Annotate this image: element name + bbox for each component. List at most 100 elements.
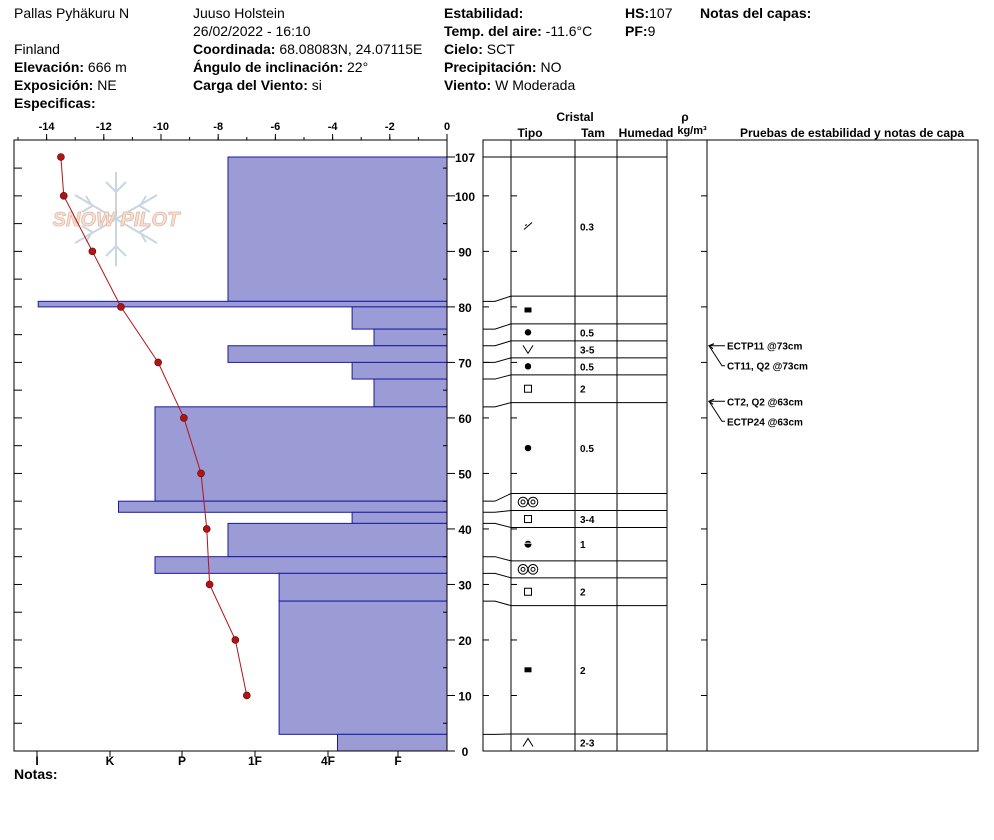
ice-inner-ring-7-1 [530,499,536,505]
layer-notes-row: Notas del capas: [700,4,811,22]
specifics-row: Especificas: [14,94,96,112]
precip-row: Precipitación: NO [444,58,561,76]
coords-row: Coordinada: 68.08083N, 24.07115E [193,40,422,58]
observer: Juuso Holstein [193,5,285,21]
location-name: Pallas Pyhäkuru N [14,5,130,21]
ice-outer-ring-10-1 [527,564,539,575]
hardness-tick-label-4: 4F [321,754,335,768]
layer-size-8: 3-4 [580,515,595,526]
hs-value: 107 [649,5,673,21]
pf-value: 9 [647,23,656,39]
temp-tick-label-5: -4 [328,121,339,133]
hardness-bar-13 [278,600,448,735]
layer-type-faceted-icon-8 [524,515,532,524]
temperature-point-1 [59,192,68,200]
coords-label: Coordinada: [193,41,276,57]
layer-connector-4 [483,374,512,380]
notes-label: Notas: [14,766,58,782]
hardness-bar-11 [154,556,448,574]
hardness-bar-7 [154,406,448,502]
hardness-bar-14 [337,733,448,752]
layer-notes-label: Notas del capas: [700,5,812,21]
pf-label: PF: [625,23,648,39]
temperature-point-6 [197,469,205,478]
notes-row: Notas: [14,765,58,783]
sky-row: Cielo: SCT [444,40,515,58]
temp-tick-label-7: 0 [444,121,450,133]
layer-connector-9 [483,556,512,562]
temperature-point-3 [117,303,125,311]
temperature-point-5 [180,414,188,422]
height-tick-label-4: 40 [458,523,472,537]
pf-row: PF:9 [625,22,655,40]
temperature-point-0 [57,153,65,161]
wind-row: Viento: W Moderada [444,76,575,94]
aspect-value: NE [97,77,117,93]
wind-label: Viento: [444,77,492,93]
layer-size-2: 0.5 [580,328,594,339]
country: Finland [14,41,60,57]
aspect-row: Exposición: NE [14,76,117,94]
hardness-tick-label-0: I [35,754,38,768]
test-arrowhead-3 [707,398,715,405]
layer-connector-2 [483,340,512,347]
layer-type-ice-layer-icon-7 [517,496,539,508]
temperature-point-9 [231,636,240,644]
layer-type-rounded-icon-6 [524,444,532,452]
test-label-1: CT11, Q2 @73cm [727,362,808,373]
rf-dot-9 [524,540,532,548]
height-tick-label-10: 100 [455,190,475,204]
layer-size-4: 0.5 [580,362,594,373]
hardness-bar-8 [118,500,448,513]
layer-connector-1 [483,323,512,330]
test-label-0: ECTP11 @73cm [727,342,802,353]
height-tick-label-2: 20 [458,634,472,648]
layer-size-5: 2 [580,385,586,396]
layer-size-0: 0.3 [580,223,594,234]
elevation-value: 666 m [87,59,127,75]
temp-tick-label-6: -2 [385,121,395,133]
ice-inner-ring-10-0 [520,566,526,572]
layer-type-ice-layer-icon-10 [517,564,539,575]
height-tick-label-8: 80 [458,301,472,315]
elevation-row: Elevación: 666 m [14,58,127,76]
layer-type-melt-freeze-icon-1 [524,307,532,313]
watermark-text: SNOW PILOT [53,209,181,231]
test-leader-1 [708,345,725,367]
layer-connector-11 [483,600,512,607]
temp-tick-label-1: -12 [96,121,112,133]
layer-type-decomposing-icon-0 [523,222,533,230]
temperature-point-2 [88,247,97,256]
layer-size-9: 1 [580,540,586,551]
precip-label: Precipitación: [444,59,537,75]
height-tick-label-11: 107 [455,151,475,165]
height-tick-label-0: 0 [462,745,469,759]
ice-inner-ring-7-0 [520,499,526,505]
layer-size-12: 2 [580,666,586,677]
layer-type-surface-hoar-icon-3 [522,345,534,355]
ice-outer-ring-7-1 [527,496,539,508]
layer-connector-10 [483,572,512,579]
layer-connector-8 [483,522,512,529]
wind-load-label: Carga del Viento: [193,77,308,93]
temp-tick-label-0: -14 [39,121,56,133]
moisture-header: Humedad [619,126,674,140]
layer-type-rounded-icon-4 [524,363,532,370]
hardness-tick-label-2: P [178,754,186,768]
temperature-point-4 [154,358,162,367]
wind-load-value: si [311,77,322,93]
datetime: 26/02/2022 - 16:10 [193,23,311,39]
tests-notes-header: Pruebas de estabilidad y notas de capa [740,126,964,140]
stability-row: Estabilidad: [444,4,523,22]
type-header: Tipo [517,126,542,140]
layer-size-11: 2 [580,588,586,599]
air-temp-value: -11.6°C [545,23,593,39]
layer-connector-6 [483,493,512,502]
test-arrowhead-1 [707,343,715,350]
hardness-bar-4 [227,345,448,363]
height-tick-label-5: 50 [458,467,472,481]
hardness-bar-3 [373,328,448,347]
stability-label: Estabilidad: [444,5,524,21]
layer-type-rounding-facet-icon-9 [524,540,532,548]
